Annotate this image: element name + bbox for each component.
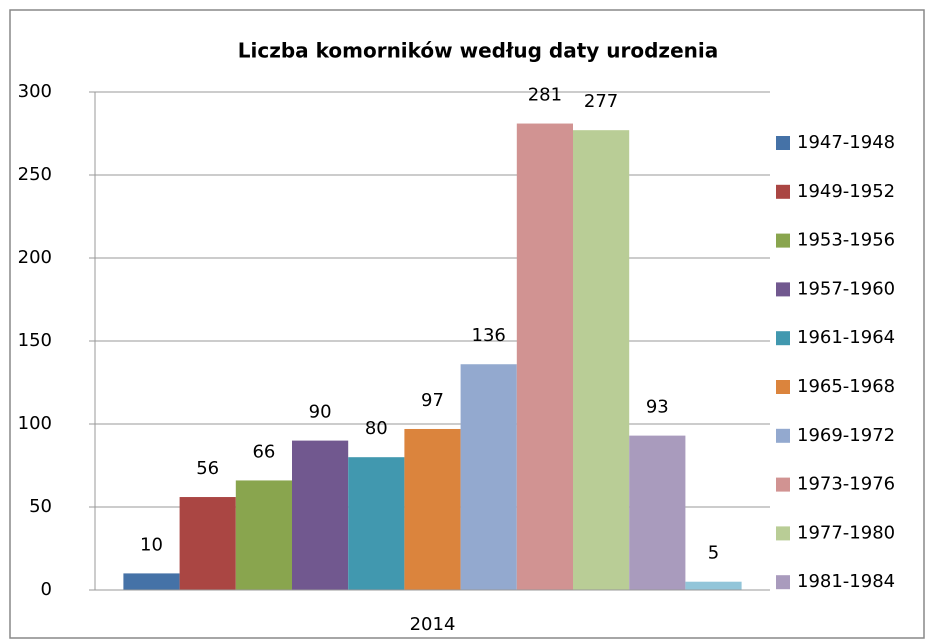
bar — [292, 440, 349, 590]
legend-label: 1981-1984 — [797, 571, 895, 592]
legend-swatch — [776, 380, 790, 394]
data-label: 281 — [528, 85, 562, 106]
legend-label: 1947-1948 — [797, 132, 895, 153]
y-tick-label: 300 — [18, 81, 52, 102]
bar — [235, 480, 292, 590]
chart-title: Liczba komorników według daty urodzenia — [238, 39, 718, 63]
data-label: 80 — [365, 418, 388, 439]
y-tick-label: 0 — [41, 579, 52, 600]
data-label: 136 — [472, 325, 506, 346]
legend-swatch — [776, 282, 790, 297]
legend-label: 1977-1980 — [797, 522, 895, 543]
data-label: 10 — [140, 534, 163, 555]
y-tick-label: 200 — [18, 247, 52, 268]
y-tick-label: 100 — [18, 413, 52, 434]
bar — [179, 497, 236, 590]
data-label: 97 — [421, 390, 444, 411]
data-label: 90 — [309, 402, 332, 423]
legend-label: 1953-1956 — [797, 230, 895, 251]
legend-swatch — [776, 331, 790, 346]
legend-swatch — [776, 526, 790, 541]
bar — [348, 457, 405, 590]
bar — [404, 428, 461, 590]
legend-swatch — [776, 184, 790, 199]
data-label: 5 — [708, 543, 719, 564]
data-label: 93 — [646, 397, 669, 418]
legend-label: 1957-1960 — [797, 278, 895, 299]
bar — [685, 581, 742, 590]
bar — [123, 573, 180, 590]
bar — [516, 123, 573, 590]
x-tick-label: 2014 — [410, 614, 456, 635]
legend-swatch — [776, 575, 790, 590]
bar — [573, 130, 630, 590]
legend-label: 1969-1972 — [797, 425, 895, 446]
y-tick-label: 150 — [18, 330, 52, 351]
legend-label: 1961-1964 — [797, 327, 895, 348]
data-label: 277 — [584, 91, 618, 112]
legend-swatch — [776, 477, 790, 492]
bar — [460, 364, 517, 590]
data-label: 66 — [252, 441, 275, 462]
legend-label: 1965-1968 — [797, 376, 895, 397]
bar — [629, 435, 686, 590]
y-tick-label: 50 — [29, 496, 52, 517]
legend-label: 1949-1952 — [797, 181, 895, 202]
legend-swatch — [776, 136, 790, 150]
legend-label: 1973-1976 — [797, 474, 895, 495]
y-tick-label: 250 — [18, 164, 52, 185]
legend-swatch — [776, 428, 790, 443]
data-label: 56 — [196, 458, 219, 479]
legend-swatch — [776, 233, 790, 248]
